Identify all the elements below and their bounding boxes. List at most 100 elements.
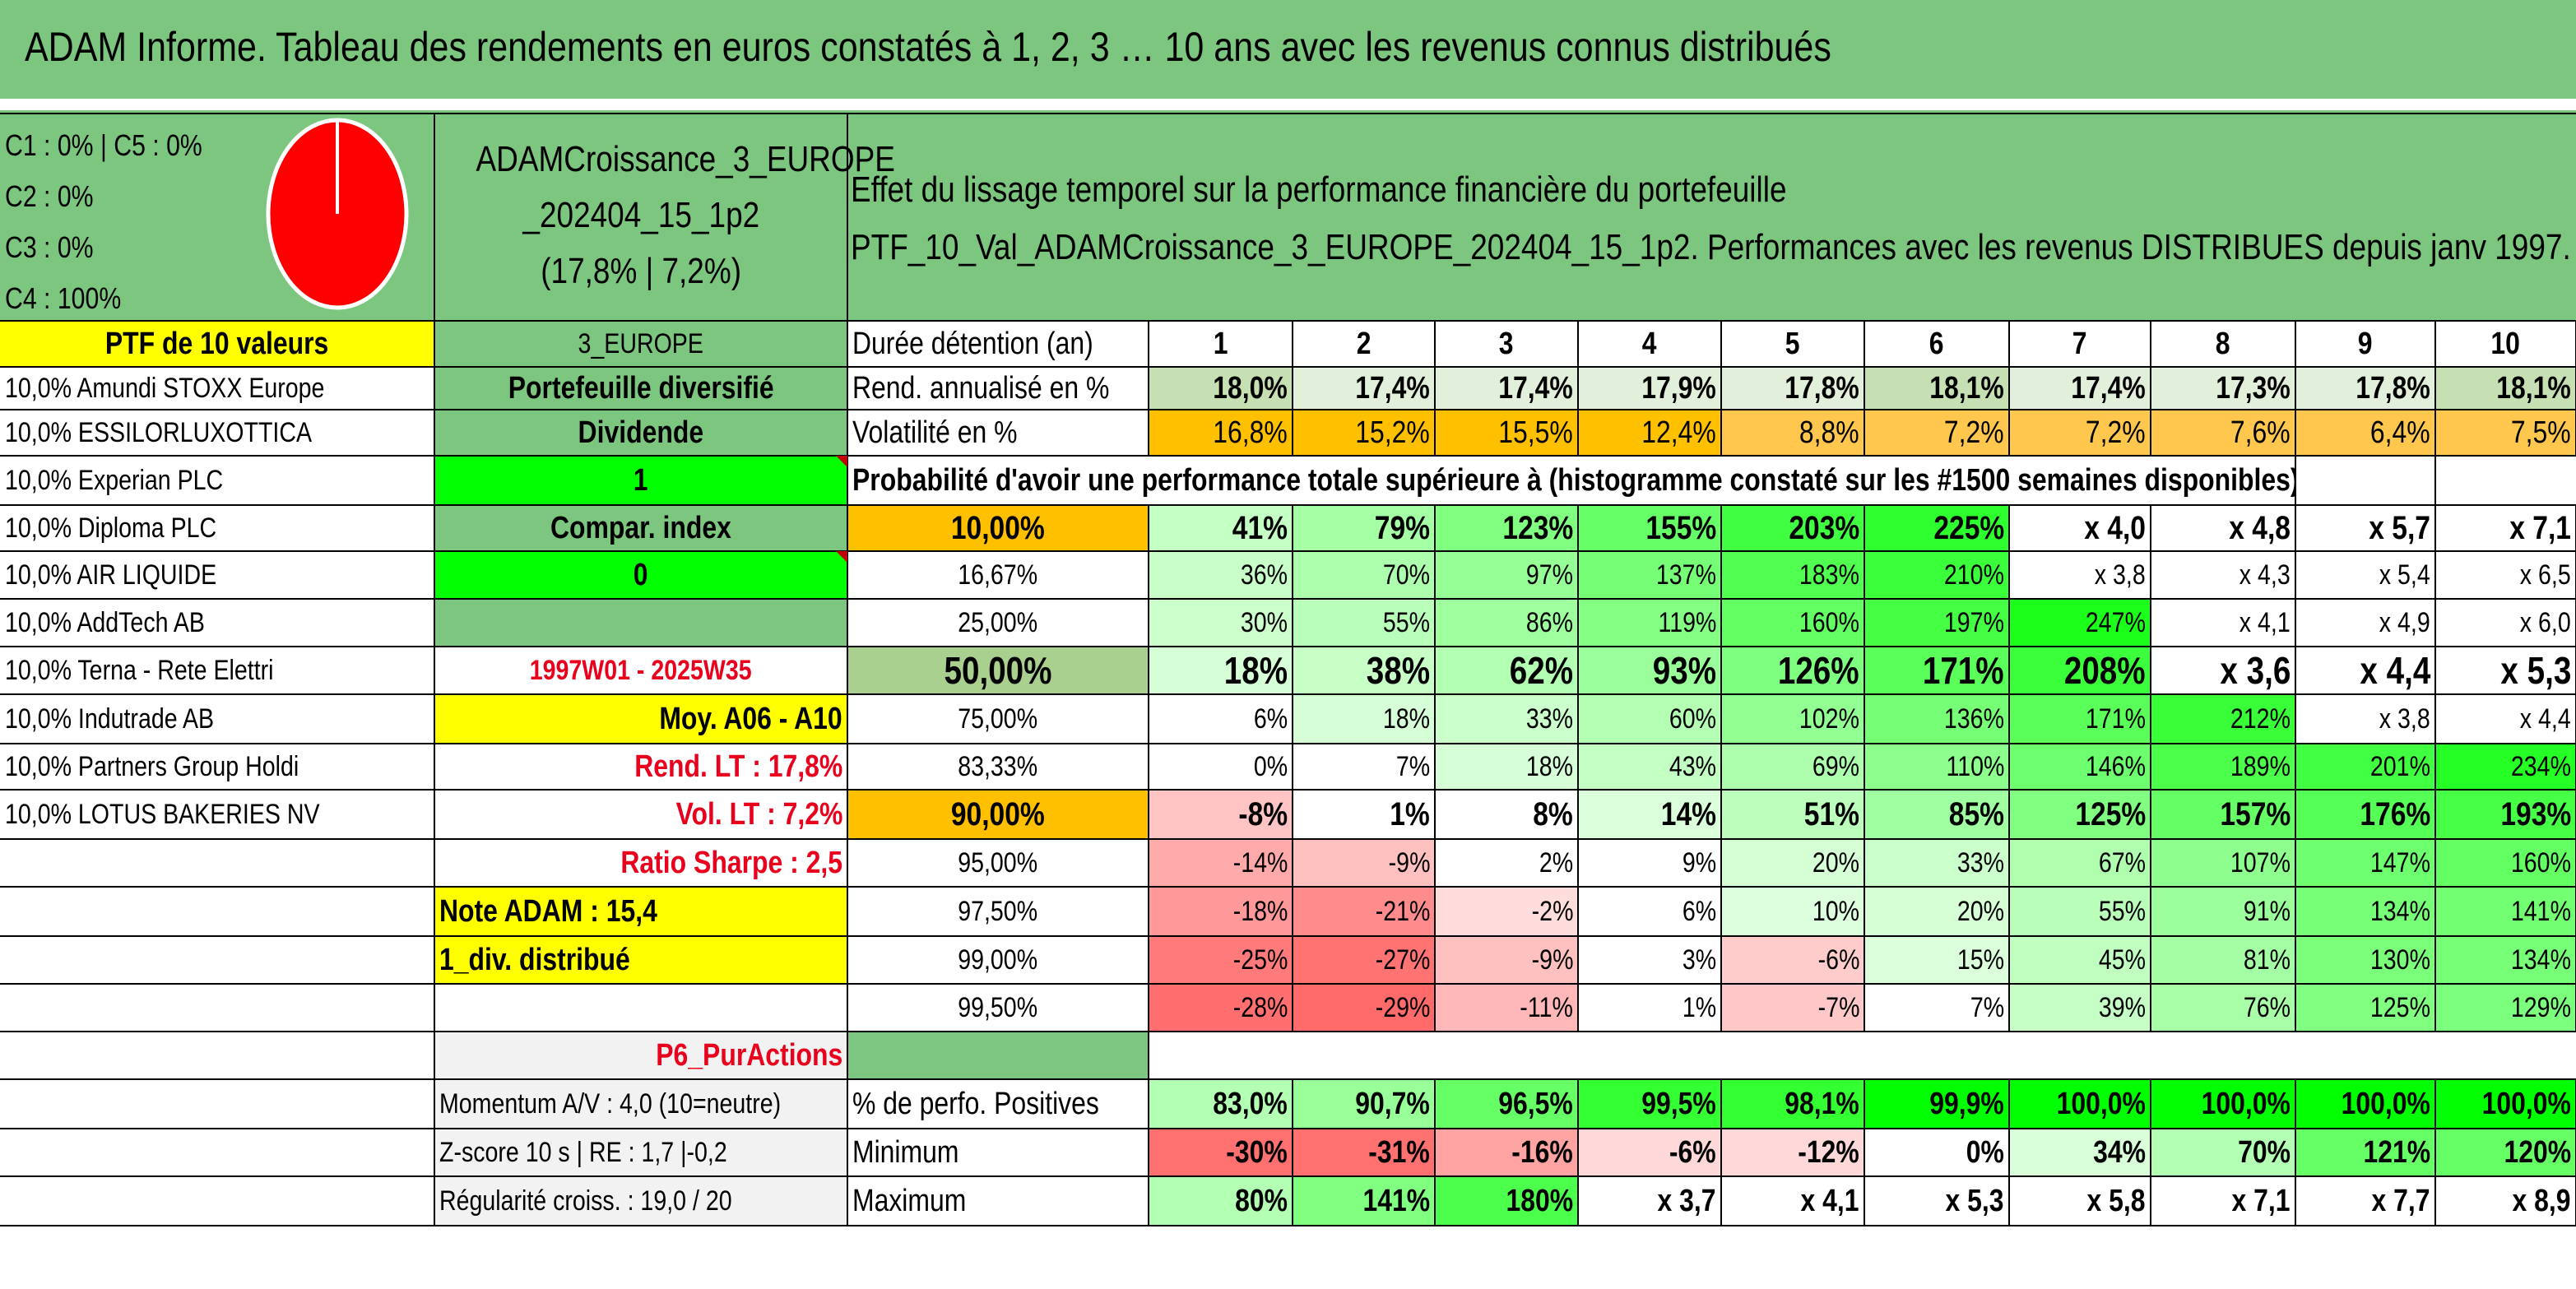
proba-value-text: 126%	[1778, 649, 1859, 692]
year-header: 6	[1864, 321, 2009, 367]
proba-value-text: 208%	[2064, 649, 2146, 692]
year-header: 2	[1293, 321, 1435, 367]
type-cell-text: Portefeuille diversifié	[508, 370, 774, 406]
type-cell: Portefeuille diversifié	[434, 367, 847, 410]
proba-threshold-text: 99,00%	[958, 944, 1038, 976]
proba-value: 14%	[1578, 790, 1721, 839]
min-value: 34%	[2009, 1129, 2151, 1176]
grid-line	[0, 504, 2576, 506]
proba-value: -21%	[1293, 887, 1435, 936]
vol-label-text: Volatilité en %	[852, 415, 1018, 450]
comment-marker	[836, 551, 847, 563]
proba-value: -2%	[1435, 887, 1578, 936]
allocation-pie-chart	[266, 118, 409, 310]
title-separator	[0, 99, 2576, 110]
info-empty	[434, 984, 847, 1032]
proba-value-text: 134%	[2510, 944, 2571, 976]
proba-value-text: x 4,3	[2239, 559, 2291, 591]
rend-label: Rend. annualisé en %	[847, 367, 1149, 410]
grid-line	[0, 646, 2576, 647]
vol-value-text: 8,8%	[1799, 415, 1859, 450]
grid-line	[1864, 505, 1865, 1032]
proba-value: 43%	[1578, 744, 1721, 790]
holding-row-text: 10,0% AIR LIQUIDE	[5, 559, 217, 591]
empty-cell	[1578, 1032, 1721, 1079]
proba-value-text: 212%	[2230, 702, 2291, 735]
proba-value: 141%	[2435, 887, 2576, 936]
vol-label: Volatilité en %	[847, 410, 1149, 456]
proba-value: 125%	[2009, 790, 2151, 839]
proba-value: 193%	[2435, 790, 2576, 839]
rend-value: 18,1%	[2435, 367, 2576, 410]
proba-value-text: x 6,5	[2520, 559, 2571, 591]
proba-value-text: 45%	[2098, 944, 2146, 976]
grid-line	[0, 935, 2576, 937]
grid-line	[0, 598, 2576, 600]
pos-value-text: 99,5%	[1641, 1086, 1716, 1121]
year-header-text: 4	[1642, 326, 1657, 361]
rend-value-text: 18,1%	[2496, 370, 2571, 406]
proba-value: 3%	[1578, 936, 1721, 984]
vol-value-text: 6,4%	[2370, 415, 2430, 450]
proba-value: 70%	[1293, 551, 1435, 599]
min-value: -6%	[1578, 1129, 1721, 1176]
proba-threshold-text: 95,00%	[958, 846, 1038, 879]
proba-value: 203%	[1721, 505, 1864, 551]
proba-value-text: -18%	[1232, 895, 1288, 927]
momentum-cell: Momentum A/V : 4,0 (10=neutre)	[434, 1079, 847, 1129]
min-value-text: 120%	[2504, 1134, 2571, 1170]
holding-row-text: 10,0% Amundi STOXX Europe	[5, 372, 325, 404]
proba-value-text: 91%	[2243, 895, 2291, 927]
proba-value: x 3,8	[2295, 694, 2435, 744]
zscore-cell-text: Z-score 10 s | RE : 1,7 |-0,2	[439, 1136, 727, 1168]
proba-value-text: -14%	[1232, 846, 1288, 879]
proba-value-text: x 3,8	[2095, 559, 2146, 591]
proba-value-text: 210%	[1943, 559, 2004, 591]
proba-value-text: 193%	[2500, 795, 2571, 832]
compar-label-text: Compar. index	[550, 510, 731, 545]
empty-left-cell	[0, 1226, 434, 1275]
proba-value: 79%	[1293, 505, 1435, 551]
proba-value: 123%	[1435, 505, 1578, 551]
min-value: -31%	[1293, 1129, 1435, 1176]
holding-row: 10,0% AddTech AB	[0, 599, 434, 647]
proba-value: 171%	[2009, 694, 2151, 744]
grid-line	[2008, 321, 2010, 456]
proba-value: 125%	[2295, 984, 2435, 1032]
period-cell: 1997W01 - 2025W35	[434, 647, 847, 694]
rend-value: 18,1%	[1864, 367, 2009, 410]
proba-threshold: 97,50%	[847, 887, 1149, 936]
proba-value-text: 8%	[1533, 795, 1573, 832]
pos-value: 100,0%	[2009, 1079, 2151, 1129]
green-band	[0, 110, 2576, 114]
max-value: 80%	[1149, 1176, 1293, 1226]
proba-value-text: 134%	[2369, 895, 2430, 927]
pos-value: 96,5%	[1435, 1079, 1578, 1129]
proba-threshold: 75,00%	[847, 694, 1149, 744]
ptf-header: PTF de 10 valeurs	[0, 321, 434, 367]
proba-value-text: 43%	[1669, 750, 1716, 782]
proba-value: 36%	[1149, 551, 1293, 599]
grid-line	[1577, 321, 1579, 456]
moy-cell-text: Moy. A06 - A10	[659, 701, 842, 736]
rend-value-text: 17,4%	[1498, 370, 1573, 406]
proba-value-text: -9%	[1531, 944, 1573, 976]
min-value: -30%	[1149, 1129, 1293, 1176]
proba-value: -7%	[1721, 984, 1864, 1032]
min-value: -12%	[1721, 1129, 1864, 1176]
grid-line	[0, 1225, 2576, 1226]
proba-value: -28%	[1149, 984, 1293, 1032]
rend-value-text: 17,4%	[1355, 370, 1430, 406]
holding-row-text: 10,0% AddTech AB	[5, 606, 205, 638]
dividende-label-text: Dividende	[578, 415, 704, 450]
dividende-label: Dividende	[434, 410, 847, 456]
proba-value-text: x 5,7	[2369, 509, 2430, 546]
grid-line	[2150, 1079, 2151, 1226]
proba-value: 1%	[1293, 790, 1435, 839]
proba-value-text: 7%	[1395, 750, 1430, 782]
proba-value-text: x 7,1	[2509, 509, 2571, 546]
duration-label: Durée détention (an)	[847, 321, 1149, 367]
grid-line	[0, 320, 2576, 322]
proba-value: -14%	[1149, 839, 1293, 887]
proba-value-text: 85%	[1948, 795, 2004, 832]
